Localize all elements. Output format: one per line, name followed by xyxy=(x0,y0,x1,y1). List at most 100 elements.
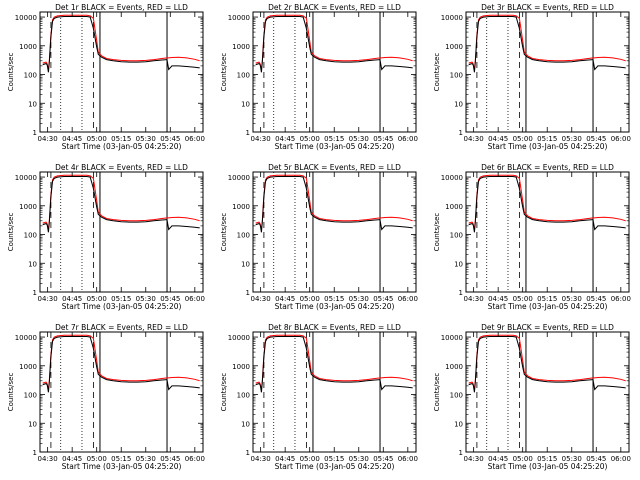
chart-panel: Det 3r BLACK = Events, RED = LLD 1 10 100 10… xyxy=(433,3,631,151)
x-tick-label: 05:15 xyxy=(111,455,131,463)
x-tick-label: 06:00 xyxy=(611,295,631,303)
y-tick-label: 10 xyxy=(454,260,463,268)
y-tick-label: 100 xyxy=(450,392,463,400)
y-axis-label: Counts/sec xyxy=(7,53,15,92)
y-tick-label: 1000 xyxy=(445,203,463,211)
y-tick-label: 10000 xyxy=(441,334,463,342)
y-tick-label: 1 xyxy=(459,449,463,457)
plot-frame xyxy=(465,331,630,453)
x-axis-label: Start Time (03-Jan-05 04:25:20) xyxy=(275,142,395,151)
y-tick-label: 10000 xyxy=(15,334,37,342)
x-tick-label: 05:00 xyxy=(87,455,107,463)
chart-title: Det 4r BLACK = Events, RED = LLD xyxy=(55,163,188,172)
x-axis-label: Start Time (03-Jan-05 04:25:20) xyxy=(488,142,608,151)
y-tick-label: 1000 xyxy=(445,363,463,371)
x-axis-label: Start Time (03-Jan-05 04:25:20) xyxy=(62,302,182,311)
y-tick-label: 1 xyxy=(33,129,37,137)
x-tick-label: 04:30 xyxy=(38,455,58,463)
x-tick-label: 05:15 xyxy=(324,295,344,303)
x-tick-label: 05:00 xyxy=(300,295,320,303)
x-tick-label: 04:45 xyxy=(488,295,508,303)
x-tick-label: 05:45 xyxy=(160,455,180,463)
y-axis-label: Counts/sec xyxy=(220,213,228,252)
x-tick-label: 05:30 xyxy=(349,295,369,303)
y-tick-label: 100 xyxy=(24,72,37,80)
plot-frame xyxy=(39,171,204,293)
x-tick-label: 04:30 xyxy=(251,455,271,463)
chart-title: Det 8r BLACK = Events, RED = LLD xyxy=(268,323,401,332)
x-tick-label: 04:45 xyxy=(275,135,295,143)
chart-panel: Det 7r BLACK = Events, RED = LLD 1 10 100 10… xyxy=(7,323,205,471)
x-tick-label: 04:30 xyxy=(38,135,58,143)
series-line-events xyxy=(42,176,200,233)
x-tick-label: 05:15 xyxy=(537,135,557,143)
x-tick-label: 05:45 xyxy=(160,135,180,143)
y-tick-label: 100 xyxy=(237,232,250,240)
x-tick-label: 05:30 xyxy=(349,455,369,463)
y-axis-label: Counts/sec xyxy=(433,373,441,412)
x-tick-label: 05:30 xyxy=(349,135,369,143)
y-tick-label: 1000 xyxy=(232,363,250,371)
y-tick-label: 1 xyxy=(246,289,250,297)
y-axis-label: Counts/sec xyxy=(433,53,441,92)
chart-panel: Det 6r BLACK = Events, RED = LLD 1 10 100 10… xyxy=(433,163,631,311)
plot-frame xyxy=(39,11,204,133)
x-tick-label: 06:00 xyxy=(611,135,631,143)
x-tick-label: 05:15 xyxy=(537,455,557,463)
y-tick-label: 1000 xyxy=(232,43,250,51)
y-tick-label: 10000 xyxy=(441,14,463,22)
y-tick-label: 10 xyxy=(241,420,250,428)
x-tick-label: 06:00 xyxy=(398,295,418,303)
y-tick-label: 100 xyxy=(237,72,250,80)
x-axis-label: Start Time (03-Jan-05 04:25:20) xyxy=(62,462,182,471)
y-tick-label: 1000 xyxy=(19,363,37,371)
y-tick-label: 100 xyxy=(24,232,37,240)
x-tick-label: 05:15 xyxy=(537,295,557,303)
y-tick-label: 1000 xyxy=(232,203,250,211)
x-tick-label: 04:30 xyxy=(464,295,484,303)
x-tick-label: 04:45 xyxy=(62,455,82,463)
x-tick-label: 04:30 xyxy=(464,455,484,463)
y-tick-label: 10 xyxy=(241,260,250,268)
series-line-events xyxy=(255,176,413,233)
series-line-events xyxy=(468,336,626,393)
chart-panel: Det 5r BLACK = Events, RED = LLD 1 10 100 10… xyxy=(220,163,418,311)
y-axis-label: Counts/sec xyxy=(7,373,15,412)
x-tick-label: 06:00 xyxy=(185,455,205,463)
y-tick-label: 100 xyxy=(237,392,250,400)
x-tick-label: 05:45 xyxy=(373,455,393,463)
plot-frame xyxy=(252,11,417,133)
y-tick-label: 1 xyxy=(459,289,463,297)
x-tick-label: 05:15 xyxy=(324,455,344,463)
y-tick-label: 100 xyxy=(450,72,463,80)
x-tick-label: 04:45 xyxy=(488,455,508,463)
x-tick-label: 05:30 xyxy=(136,135,156,143)
series-line-events xyxy=(42,336,200,393)
x-tick-label: 05:00 xyxy=(300,455,320,463)
x-tick-label: 05:45 xyxy=(586,295,606,303)
x-tick-label: 04:45 xyxy=(275,455,295,463)
x-tick-label: 06:00 xyxy=(398,135,418,143)
chart-panel: Det 1r BLACK = Events, RED = LLD 1 10 100 10… xyxy=(7,3,205,151)
series-line-events xyxy=(42,16,200,73)
y-tick-label: 1 xyxy=(246,449,250,457)
y-axis-label: Counts/sec xyxy=(7,213,15,252)
x-tick-label: 05:30 xyxy=(136,455,156,463)
chart-panel: Det 4r BLACK = Events, RED = LLD 1 10 100 10… xyxy=(7,163,205,311)
chart-title: Det 1r BLACK = Events, RED = LLD xyxy=(55,3,188,12)
chart-title: Det 2r BLACK = Events, RED = LLD xyxy=(268,3,401,12)
x-axis-label: Start Time (03-Jan-05 04:25:20) xyxy=(275,302,395,311)
x-tick-label: 05:00 xyxy=(87,295,107,303)
y-tick-label: 1000 xyxy=(19,43,37,51)
chart-title: Det 9r BLACK = Events, RED = LLD xyxy=(481,323,614,332)
series-line-events xyxy=(468,176,626,233)
x-axis-label: Start Time (03-Jan-05 04:25:20) xyxy=(488,302,608,311)
y-tick-label: 1000 xyxy=(19,203,37,211)
y-tick-label: 10 xyxy=(28,260,37,268)
x-tick-label: 04:45 xyxy=(62,135,82,143)
x-tick-label: 04:30 xyxy=(464,135,484,143)
x-tick-label: 05:45 xyxy=(373,135,393,143)
x-tick-label: 04:45 xyxy=(275,295,295,303)
x-tick-label: 06:00 xyxy=(185,295,205,303)
plot-frame xyxy=(252,331,417,453)
